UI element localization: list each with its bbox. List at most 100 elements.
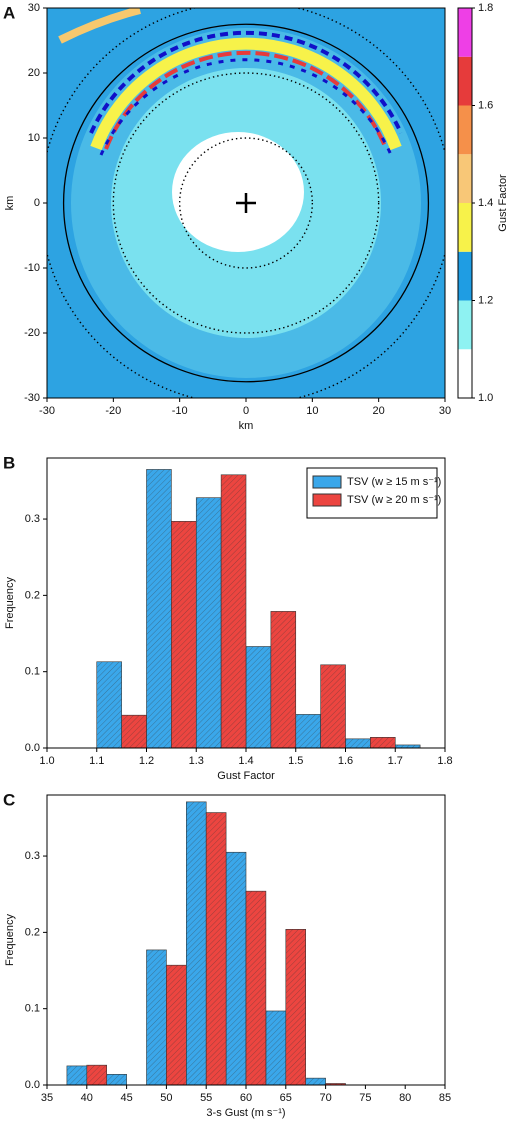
bar — [285, 929, 306, 1086]
x-tick-label: -20 — [105, 405, 121, 417]
bar — [220, 474, 247, 749]
x-tick-label: 70 — [319, 1092, 331, 1104]
map-streak — [90, 37, 402, 151]
legend-swatch — [312, 493, 342, 507]
y-tick-label: 10 — [28, 132, 40, 144]
bar — [171, 521, 197, 749]
bar — [370, 737, 396, 749]
x-tick-label: 50 — [160, 1092, 172, 1104]
colorbar-segment — [458, 56, 472, 106]
x-tick-label: 1.5 — [288, 755, 303, 767]
bar — [121, 714, 147, 749]
bar — [305, 1077, 326, 1086]
ring — [62, 23, 430, 383]
y-tick-label: -10 — [24, 262, 40, 274]
colorbar-tick-label: 1.0 — [478, 392, 493, 404]
colorbar-segment — [458, 154, 472, 203]
bar — [186, 801, 207, 1086]
x-axis-label: 3-s Gust (m s⁻¹) — [206, 1107, 285, 1119]
y-tick-label: -20 — [24, 327, 40, 339]
ring — [112, 72, 380, 334]
bar — [225, 851, 247, 1086]
legend-label: TSV (w ≥ 15 m s⁻¹) — [347, 476, 441, 488]
colorbar-tick-label: 1.4 — [478, 197, 493, 209]
x-tick-label: 1.8 — [437, 755, 452, 767]
bar — [106, 1074, 127, 1086]
bar — [265, 1010, 287, 1086]
x-tick-label: 60 — [240, 1092, 252, 1104]
y-axis-label: Frequency — [4, 914, 16, 966]
bar — [270, 611, 297, 749]
map-eye — [172, 132, 304, 252]
y-axis-label: km — [4, 196, 16, 211]
x-tick-label: -10 — [172, 405, 188, 417]
x-tick-label: 35 — [41, 1092, 53, 1104]
bar — [166, 964, 187, 1086]
colorbar-segment — [458, 105, 472, 155]
bar — [295, 714, 321, 749]
panel-label: A — [3, 3, 15, 22]
bar — [96, 661, 122, 749]
panel-label: B — [3, 453, 15, 472]
colorbar-segment — [458, 251, 472, 301]
plot-frame — [46, 794, 446, 1086]
x-tick-label: 1.1 — [89, 755, 104, 767]
ring — [178, 137, 314, 269]
map-streak — [104, 50, 388, 150]
x-tick-label: 80 — [399, 1092, 411, 1104]
y-tick-label: 0.2 — [25, 926, 40, 938]
bar — [195, 497, 222, 749]
x-tick-label: 1.7 — [388, 755, 403, 767]
y-tick-label: 0.0 — [25, 742, 40, 754]
x-tick-label: -30 — [39, 405, 55, 417]
x-tick-label: 45 — [120, 1092, 132, 1104]
legend-swatch — [312, 475, 342, 489]
colorbar-segment — [458, 203, 472, 252]
map-streak — [58, 8, 141, 44]
legend-label: TSV (w ≥ 20 m s⁻¹) — [347, 494, 441, 506]
plot-frame — [46, 7, 446, 399]
y-tick-label: 0.2 — [25, 589, 40, 601]
x-tick-label: 30 — [439, 405, 451, 417]
colorbar-tick-label: 1.6 — [478, 99, 493, 111]
x-tick-label: 1.0 — [39, 755, 54, 767]
bar — [245, 646, 272, 749]
x-axis-label: Gust Factor — [217, 770, 275, 782]
y-tick-label: -30 — [24, 392, 40, 404]
x-tick-label: 65 — [280, 1092, 292, 1104]
x-tick-label: 1.6 — [338, 755, 353, 767]
x-tick-label: 0 — [243, 405, 249, 417]
map-streak — [89, 30, 403, 134]
x-axis-label: km — [239, 420, 254, 432]
x-tick-label: 1.2 — [139, 755, 154, 767]
y-tick-label: 0.1 — [25, 1003, 40, 1015]
bar — [345, 738, 371, 749]
y-tick-label: 0 — [34, 197, 40, 209]
colorbar-segment — [458, 8, 472, 57]
panel-label: C — [3, 790, 15, 809]
y-tick-label: 30 — [28, 2, 40, 14]
plot-frame — [46, 457, 446, 749]
x-tick-label: 20 — [373, 405, 385, 417]
map-field — [47, 8, 445, 398]
x-tick-label: 1.3 — [189, 755, 204, 767]
y-axis-label: Frequency — [4, 577, 16, 629]
colorbar-segment — [458, 300, 472, 350]
x-tick-label: 55 — [200, 1092, 212, 1104]
y-tick-label: 0.1 — [25, 666, 40, 678]
colorbar-tick-label: 1.8 — [478, 2, 493, 14]
colorbar-tick-label: 1.2 — [478, 294, 493, 306]
bar — [205, 812, 227, 1086]
colorbar-segment — [458, 349, 472, 398]
x-tick-label: 1.4 — [238, 755, 253, 767]
bar — [66, 1065, 88, 1086]
bar — [320, 664, 346, 749]
x-tick-label: 75 — [359, 1092, 371, 1104]
colorbar-label: Gust Factor — [497, 174, 509, 232]
x-tick-label: 10 — [306, 405, 318, 417]
bar — [146, 949, 167, 1086]
y-tick-label: 0.0 — [25, 1079, 40, 1091]
rings — [47, 8, 445, 398]
